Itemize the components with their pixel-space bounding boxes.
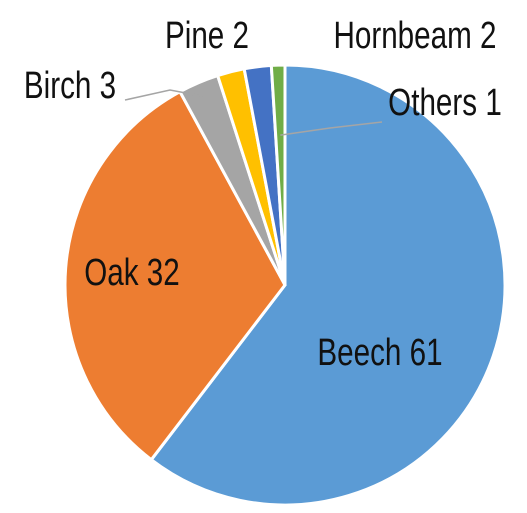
data-label: Others 1 bbox=[388, 82, 502, 124]
label-value: 61 bbox=[410, 332, 443, 374]
label-category: Others bbox=[388, 82, 477, 124]
label-category: Birch bbox=[24, 65, 92, 107]
label-category: Hornbeam bbox=[333, 15, 471, 57]
data-label: Beech 61 bbox=[317, 332, 442, 374]
data-label: Birch 3 bbox=[24, 65, 116, 107]
pie-slice bbox=[149, 63, 507, 507]
pie-slice bbox=[63, 89, 287, 462]
label-category: Pine bbox=[165, 15, 224, 57]
data-label: Oak 32 bbox=[84, 252, 180, 294]
label-value: 2 bbox=[233, 15, 249, 57]
label-value: 32 bbox=[147, 252, 180, 294]
label-category: Beech bbox=[317, 332, 401, 374]
label-category: Oak bbox=[84, 252, 139, 294]
data-label: Pine 2 bbox=[165, 15, 249, 57]
label-value: 1 bbox=[485, 82, 501, 124]
leader-line bbox=[124, 89, 205, 101]
pie-slice bbox=[269, 63, 287, 286]
label-value: 3 bbox=[100, 65, 116, 107]
data-label: Hornbeam 2 bbox=[333, 15, 496, 57]
label-value: 2 bbox=[480, 15, 496, 57]
leader-line bbox=[280, 121, 383, 136]
